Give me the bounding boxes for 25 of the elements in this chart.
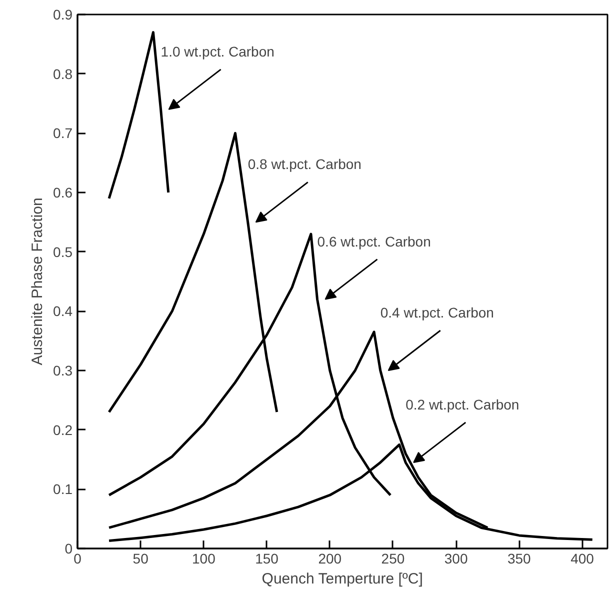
x-tick-label: 250: [381, 550, 405, 566]
y-tick-label: 0.4: [53, 303, 73, 320]
y-tick-label: 0.1: [53, 481, 73, 498]
y-tick-label: 0.8: [53, 66, 73, 82]
y-tick-label: 0.9: [53, 6, 73, 22]
y-tick-label: 0.5: [53, 244, 73, 260]
x-tick-label: 100: [192, 550, 216, 566]
x-tick-label: 300: [444, 550, 468, 566]
x-tick-label: 400: [570, 550, 594, 566]
y-tick-label: 0.2: [53, 422, 73, 438]
y-tick-label: 0.7: [53, 125, 73, 142]
x-tick-label: 350: [507, 550, 532, 566]
y-axis-title: Austenite Phase Fraction: [29, 198, 46, 366]
x-tick-label: 150: [255, 550, 279, 566]
y-tick-label: 0.3: [53, 362, 73, 378]
annotation: 0.2 wt.pct. Carbon: [406, 396, 520, 412]
annotation: 0.6 wt.pct. Carbon: [317, 233, 431, 250]
y-tick-label: 0: [64, 540, 73, 556]
x-tick-label: 200: [318, 550, 342, 566]
x-tick-label: 50: [132, 550, 149, 566]
annotation: 0.4 wt.pct. Carbon: [380, 304, 494, 320]
x-axis-title: Quench Temperture [ºC]: [262, 570, 423, 588]
y-tick-label: 0.6: [53, 184, 73, 200]
annotation: 1.0 wt.pct. Carbon: [160, 43, 274, 60]
annotation: 0.8 wt.pct. Carbon: [248, 156, 362, 172]
